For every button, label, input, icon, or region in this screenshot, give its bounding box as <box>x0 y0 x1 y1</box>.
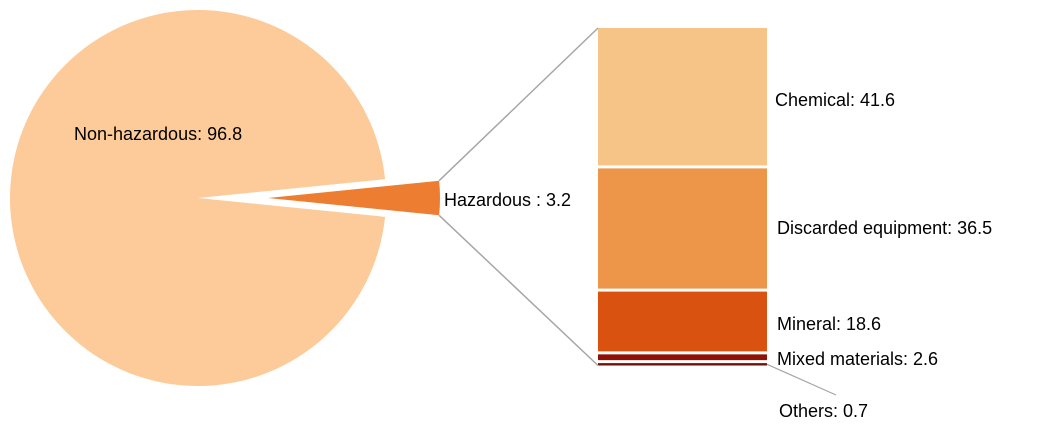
pie-label-non-hazardous: Non-hazardous: 96.8 <box>74 124 242 144</box>
bar-segment-discarded-equipment <box>598 168 767 289</box>
bar-leader-line-others <box>766 363 837 396</box>
pie-slice-non-hazardous <box>9 9 386 387</box>
bar-label-mineral: Mineral: 18.6 <box>777 314 881 334</box>
bar-segment-mineral <box>598 291 767 352</box>
bar-label-mixed-materials: Mixed materials: 2.6 <box>777 349 938 369</box>
bar-label-chemical: Chemical: 41.6 <box>775 90 895 110</box>
bar-segment-chemical <box>598 28 767 166</box>
connector-line-top <box>438 27 599 182</box>
bar-label-others: Others: 0.7 <box>779 401 868 421</box>
bar-segment-others <box>598 363 767 366</box>
pie-slice-hazardous <box>268 180 440 216</box>
connector-line-bottom <box>438 214 599 367</box>
bar-segment-mixed-materials <box>598 354 767 361</box>
pie-label-hazardous: Hazardous : 3.2 <box>444 190 571 210</box>
bar-label-discarded-equipment: Discarded equipment: 36.5 <box>777 218 992 238</box>
